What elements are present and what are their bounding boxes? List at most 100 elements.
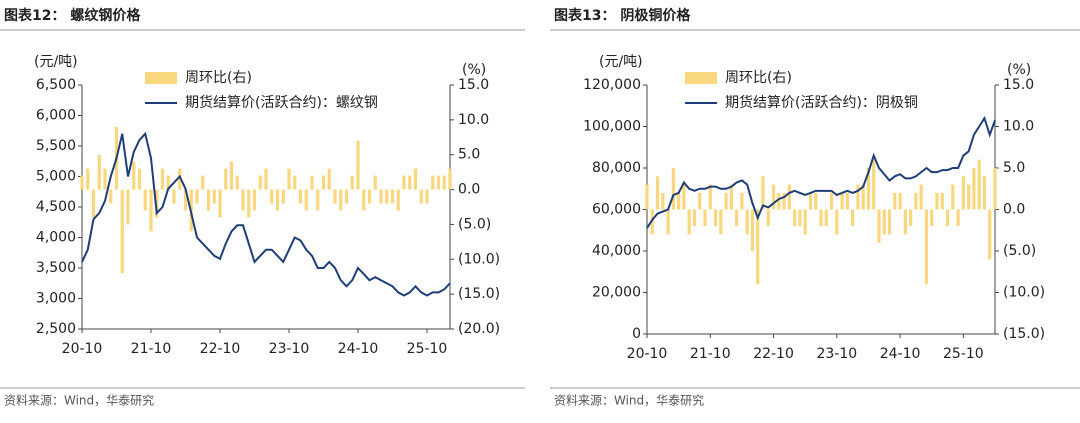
bar — [333, 189, 337, 204]
bar — [967, 184, 971, 210]
bar — [344, 189, 349, 204]
y2-tick-label: (20.0) — [458, 321, 500, 337]
x-tick-label: 24-10 — [880, 346, 921, 362]
bar — [212, 189, 216, 204]
bar — [436, 175, 441, 190]
bar — [703, 209, 707, 227]
bar — [655, 176, 660, 210]
y2-tick-label: 0.0 — [1003, 202, 1025, 218]
bar — [132, 161, 136, 190]
x-tick-label: 25-10 — [943, 346, 984, 362]
bar — [750, 209, 755, 251]
x-tick-label: 24-10 — [338, 341, 379, 357]
bar — [798, 209, 802, 227]
bar — [682, 184, 686, 210]
bar — [851, 209, 855, 227]
legend-label: 期货结算价(活跃合约)：阴极铜 — [725, 94, 918, 111]
bar — [252, 189, 257, 211]
bar — [677, 192, 681, 210]
bar — [218, 189, 222, 218]
bar — [692, 209, 697, 227]
bar — [898, 192, 902, 210]
bar — [882, 209, 886, 235]
bar — [293, 175, 297, 190]
bar — [698, 192, 702, 210]
bar — [993, 168, 997, 210]
bar — [195, 189, 199, 204]
y2-tick-label: (15.0) — [1003, 326, 1045, 342]
bar — [448, 168, 452, 190]
y-tick-label: 40,000 — [592, 243, 641, 259]
bar — [367, 189, 372, 204]
y2-tick-label: (15.0) — [458, 286, 500, 302]
bar — [740, 192, 744, 210]
y-tick-label: 120,000 — [583, 77, 641, 93]
bar — [861, 184, 865, 210]
bar — [166, 175, 170, 190]
y-tick-label: 5,500 — [36, 138, 76, 154]
bar — [824, 209, 828, 227]
bar — [281, 189, 285, 204]
bar — [835, 209, 839, 235]
bar — [666, 209, 670, 235]
bar — [172, 189, 176, 204]
bar — [224, 168, 228, 190]
bar — [258, 175, 262, 190]
bar — [442, 175, 446, 190]
bar — [178, 168, 182, 190]
y2-tick-label: 10.0 — [458, 112, 489, 128]
legend-label: 周环比(右) — [185, 70, 252, 86]
bar — [270, 189, 274, 204]
bar — [120, 189, 124, 274]
bar — [264, 168, 268, 190]
y2-axis-label: (%) — [462, 62, 486, 78]
bar — [951, 184, 955, 210]
bar — [143, 189, 147, 211]
bar — [241, 189, 245, 211]
y2-tick-label: (5.0) — [1003, 243, 1036, 259]
bar — [316, 189, 320, 211]
y-tick-label: 4,000 — [36, 230, 76, 246]
legend-swatch — [145, 72, 177, 84]
bar — [829, 192, 834, 210]
bar — [782, 192, 786, 210]
bar — [390, 189, 395, 204]
y2-tick-label: 10.0 — [1003, 119, 1034, 135]
bar — [304, 189, 308, 211]
legend-label: 期货结算价(活跃合约)：螺纹钢 — [185, 94, 378, 111]
source: 资料来源：Wind，华泰研究 — [4, 393, 154, 408]
x-tick-label: 22-10 — [200, 341, 241, 357]
bar — [729, 184, 733, 210]
line — [81, 131, 451, 297]
bar — [872, 159, 876, 210]
x-tick-label: 22-10 — [753, 346, 794, 362]
bar — [298, 189, 303, 204]
bar — [856, 184, 860, 210]
y-axis-label: (元/吨) — [34, 54, 78, 70]
y2-tick-label: 15.0 — [458, 77, 489, 93]
bar — [160, 168, 165, 190]
y2-tick-label: (10.0) — [1003, 285, 1045, 301]
bar — [893, 192, 897, 210]
bar — [373, 175, 377, 190]
bar — [385, 189, 389, 204]
y-tick-label: 100,000 — [583, 119, 641, 135]
bar — [887, 209, 892, 235]
bar — [766, 209, 770, 227]
bar — [713, 209, 718, 227]
bar — [137, 168, 142, 190]
bar — [724, 192, 728, 210]
bar — [287, 168, 291, 190]
bar — [814, 192, 818, 210]
bar — [645, 184, 649, 210]
bar — [80, 175, 84, 190]
bar — [708, 184, 712, 210]
y2-axis-label: (%) — [1007, 62, 1031, 78]
bar — [719, 209, 723, 235]
bar — [940, 192, 944, 210]
bar — [97, 154, 101, 190]
bar — [972, 168, 976, 210]
y2-tick-label: 15.0 — [1003, 77, 1034, 93]
y-tick-label: 6,500 — [36, 77, 76, 93]
bar — [982, 176, 987, 210]
